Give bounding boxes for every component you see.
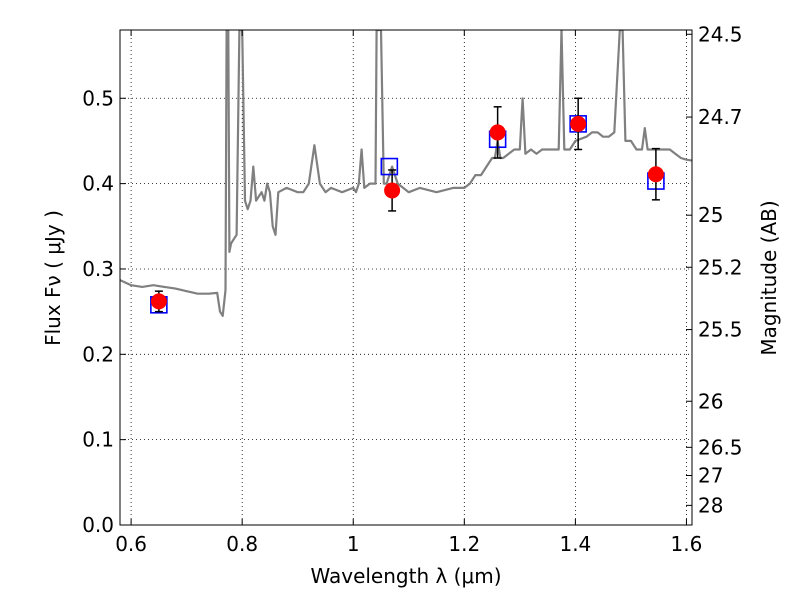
y-tick-label: 0.0 <box>82 513 114 537</box>
y2-tick-label: 24.5 <box>698 22 743 46</box>
axis-ticks: 0.6 0.8 1 1.2 1.4 1.6 0.0 0.1 0.2 0.3 0.4 0.5 24.5 24… <box>82 22 742 556</box>
plot-background <box>120 30 692 525</box>
y-tick-label: 0.1 <box>82 428 114 452</box>
y2-axis-title: Magnitude (AB) <box>757 200 781 355</box>
x-axis-title: Wavelength λ (μm) <box>310 564 501 588</box>
y-tick-label: 0.3 <box>82 257 114 281</box>
x-tick-label: 1.2 <box>448 532 480 556</box>
observed-photometry-point <box>489 124 506 141</box>
observed-photometry-point <box>150 293 167 310</box>
model-photometry-square <box>380 157 399 176</box>
plot-frame <box>119 29 693 526</box>
y2-tick-label: 25 <box>698 203 723 227</box>
observed-photometry-point <box>647 166 664 183</box>
grid-lines <box>120 30 692 525</box>
y-tick-label: 0.5 <box>82 86 114 110</box>
observed-photometry-point <box>384 182 401 199</box>
x-tick-label: 0.6 <box>115 532 147 556</box>
y-axis-title: Flux Fν ( μJy ) <box>41 210 65 346</box>
y-tick-label: 0.2 <box>82 342 114 366</box>
y2-tick-label: 25.2 <box>698 255 743 279</box>
x-tick-label: 1.6 <box>671 532 703 556</box>
y2-tick-label: 26.5 <box>698 435 743 459</box>
x-tick-label: 0.8 <box>226 532 258 556</box>
x-tick-label: 1.4 <box>559 532 591 556</box>
markers-layer <box>150 97 665 314</box>
y2-tick-label: 24.7 <box>698 105 743 129</box>
observed-photometry-point <box>570 115 587 132</box>
y2-tick-label: 27 <box>698 464 723 488</box>
x-tick-label: 1 <box>347 532 360 556</box>
y-tick-label: 0.4 <box>82 172 114 196</box>
y2-tick-label: 25.5 <box>698 318 743 342</box>
y2-tick-label: 28 <box>698 493 723 517</box>
y2-tick-label: 26 <box>698 389 723 413</box>
